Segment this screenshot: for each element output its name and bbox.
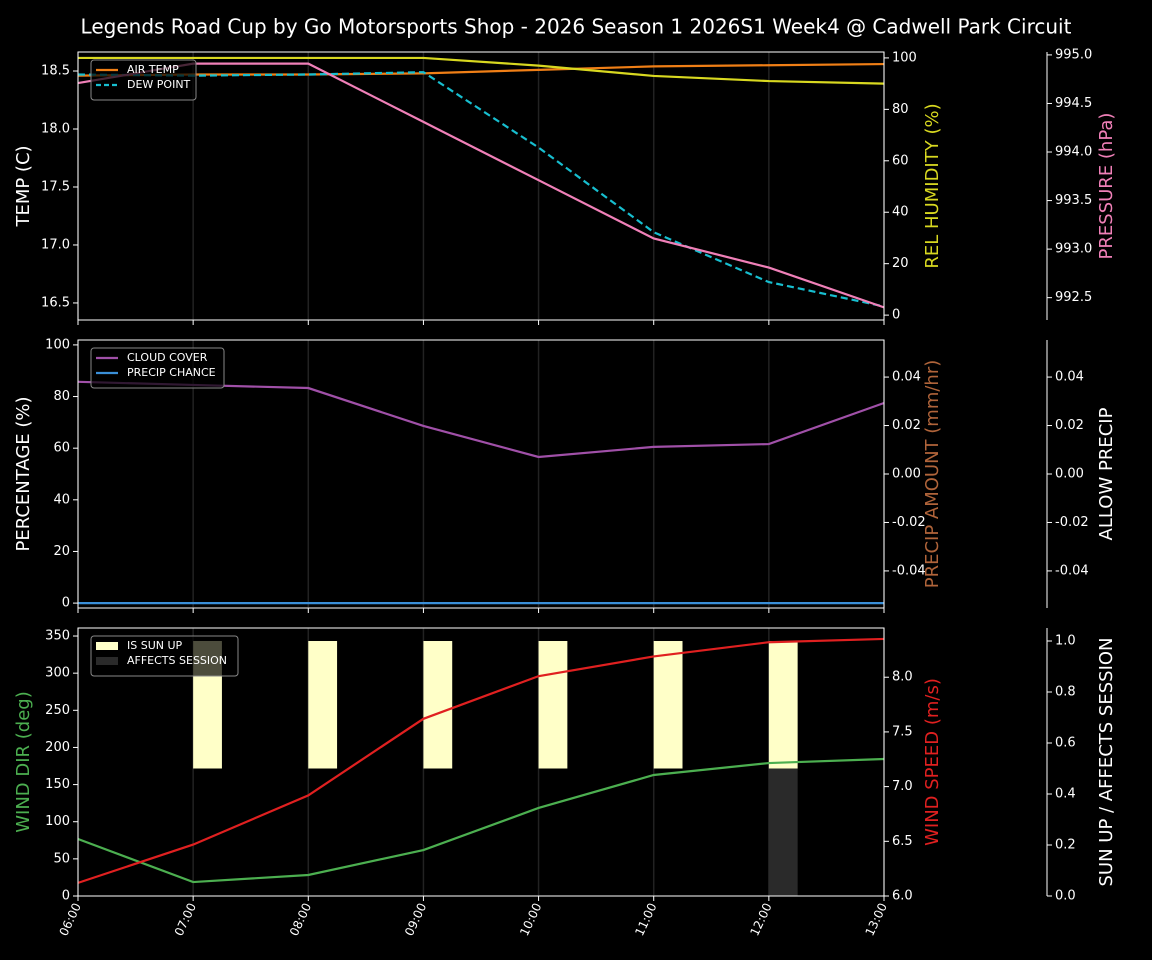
legend-swatch [96, 642, 118, 650]
y-tick-label: 0.02 [892, 418, 921, 433]
legend-label: AIR TEMP [127, 63, 179, 76]
y-tick-label: 18.5 [41, 64, 70, 79]
y-tick-label: 60 [892, 153, 909, 168]
line [77, 637, 885, 884]
y-tick-label: 995.0 [1055, 47, 1092, 62]
y-tick-label: 40 [53, 492, 70, 507]
y-tick-label: 20 [53, 544, 70, 559]
y-tick-label: -0.02 [892, 515, 926, 530]
line [78, 56, 885, 85]
y-tick-label: 16.5 [41, 295, 70, 310]
plot-frame [77, 627, 885, 897]
bar [423, 641, 453, 769]
line [77, 757, 885, 884]
axis-label: PRESSURE (hPa) [1096, 113, 1117, 260]
y-tick-label: 6.5 [892, 834, 913, 849]
y-tick-label: 0 [62, 889, 70, 904]
y-tick-label: 80 [53, 389, 70, 404]
legend-box [90, 635, 239, 677]
y-tick-label: 50 [53, 851, 70, 866]
y-tick-label: 100 [892, 50, 917, 65]
y-tick-label: 17.5 [41, 179, 70, 194]
y-tick-label: 0.2 [1055, 838, 1076, 853]
y-tick-label: 993.5 [1055, 193, 1092, 208]
y-tick-label: 0.8 [1055, 685, 1076, 700]
y-tick-label: -0.02 [1055, 515, 1089, 530]
axis-label: WIND SPEED (m/s) [922, 678, 943, 846]
y-tick-label: 7.5 [892, 724, 913, 739]
y-tick-label: 993.0 [1055, 242, 1092, 257]
legend-label: CLOUD COVER [127, 351, 208, 364]
y-tick-label: 994.0 [1055, 145, 1092, 160]
bar [768, 768, 798, 896]
axis-label: WIND DIR (deg) [13, 691, 34, 833]
legend-label: PRECIP CHANCE [127, 366, 216, 379]
y-tick-label: 7.0 [892, 779, 913, 794]
plot-frame [77, 51, 885, 321]
y-tick-label: 200 [45, 740, 70, 755]
axis-label: REL HUMIDITY (%) [922, 103, 943, 268]
y-tick-label: 0.00 [1055, 467, 1084, 482]
y-tick-label: -0.04 [892, 563, 926, 578]
y-tick-label: 100 [45, 337, 70, 352]
y-tick-label: 994.5 [1055, 96, 1092, 111]
axis-label: ALLOW PRECIP [1096, 407, 1117, 540]
y-tick-label: 0.00 [892, 467, 921, 482]
y-tick-label: 250 [45, 703, 70, 718]
y-tick-label: 992.5 [1055, 290, 1092, 305]
y-tick-label: 80 [892, 102, 909, 117]
y-tick-label: 0.04 [892, 370, 921, 385]
bar [768, 641, 798, 769]
plot-frame [77, 339, 885, 609]
bar [653, 641, 683, 769]
bar [308, 641, 338, 769]
y-tick-label: 0 [62, 596, 70, 611]
axis-label: PERCENTAGE (%) [13, 396, 34, 551]
y-tick-label: 6.0 [892, 889, 913, 904]
legend-label: IS SUN UP [127, 639, 183, 652]
axis-label: SUN UP / AFFECTS SESSION [1096, 637, 1117, 886]
y-tick-label: 0.04 [1055, 370, 1084, 385]
y-tick-label: 100 [45, 814, 70, 829]
legend-swatch [96, 657, 118, 665]
line [77, 62, 885, 309]
line [77, 71, 885, 308]
legend-box [90, 347, 225, 389]
bar [538, 641, 568, 769]
axis-label: PRECIP AMOUNT (mm/hr) [922, 360, 943, 589]
chart-title: Legends Road Cup by Go Motorsports Shop … [81, 15, 1072, 39]
y-tick-label: 40 [892, 205, 909, 220]
axis-label: TEMP (C) [13, 145, 34, 227]
y-tick-label: 0.0 [1055, 889, 1076, 904]
y-tick-label: 17.0 [41, 237, 70, 252]
legend-label: DEW POINT [127, 78, 191, 91]
y-tick-label: 20 [892, 256, 909, 271]
y-tick-label: 0.4 [1055, 787, 1076, 802]
y-tick-label: -0.04 [1055, 563, 1089, 578]
y-tick-label: 0 [892, 308, 900, 323]
y-tick-label: 18.0 [41, 122, 70, 137]
y-tick-label: 60 [53, 441, 70, 456]
y-tick-label: 8.0 [892, 670, 913, 685]
y-tick-label: 150 [45, 777, 70, 792]
y-tick-label: 0.02 [1055, 418, 1084, 433]
y-tick-label: 350 [45, 629, 70, 644]
y-tick-label: 0.6 [1055, 736, 1076, 751]
y-tick-label: 300 [45, 666, 70, 681]
legend-label: AFFECTS SESSION [127, 654, 227, 667]
y-tick-label: 1.0 [1055, 634, 1076, 649]
